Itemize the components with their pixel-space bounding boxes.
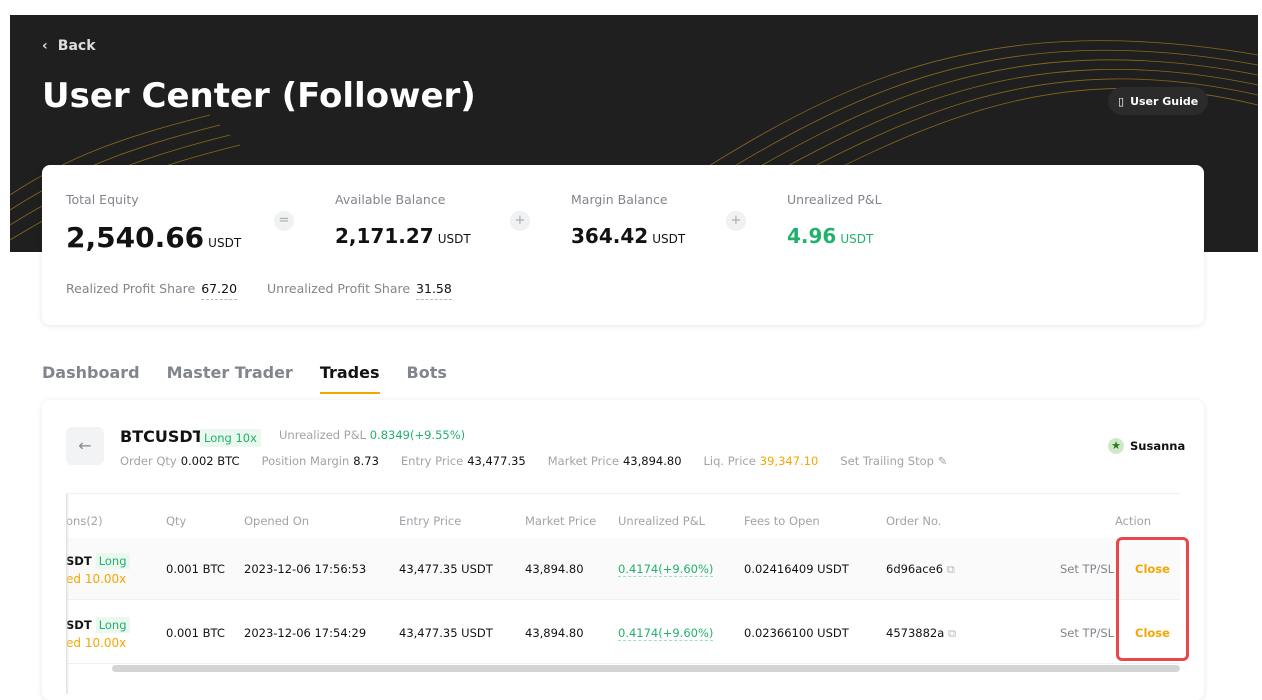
plus-sign: +	[510, 211, 530, 231]
tab-bar: Dashboard Master Trader Trades Bots	[42, 363, 447, 394]
user-guide-button[interactable]: ▯ User Guide	[1108, 87, 1209, 115]
position-panel: ← BTCUSDT Long 10x Unrealized P&L 0.8349…	[42, 400, 1204, 700]
table-row: SDT Long ed 10.00x 0.001 BTC 2023-12-06 17…	[66, 602, 1180, 664]
margin-balance: Margin Balance 364.42 USDT	[571, 192, 686, 248]
back-arrow-button[interactable]: ←	[66, 427, 104, 465]
set-trailing-stop-button[interactable]: Set Trailing Stop ✎	[840, 454, 948, 468]
unrealized-pnl: Unrealized P&L 4.96 USDT	[787, 192, 882, 248]
trader[interactable]: ★ Susanna	[1108, 438, 1185, 454]
set-tpsl-button[interactable]: Set TP/SL	[1060, 626, 1115, 640]
position-meta: Order Qty 0.002 BTC Position Margin 8.73 E…	[120, 454, 948, 468]
summary-card: Total Equity 2,540.66 USDT = Available Bal…	[42, 165, 1204, 325]
scroll-shadow	[66, 494, 69, 694]
tab-master-trader[interactable]: Master Trader	[166, 363, 293, 382]
equals-sign: =	[274, 211, 294, 231]
position-upl: Unrealized P&L 0.8349(+9.55%)	[279, 428, 466, 442]
book-icon: ▯	[1118, 94, 1125, 108]
close-button[interactable]: Close	[1135, 562, 1170, 576]
unrealized-profit-share: Unrealized Profit Share 31.58	[267, 281, 452, 300]
tab-bots[interactable]: Bots	[406, 363, 447, 382]
symbol: BTCUSDT	[120, 427, 204, 446]
plus-sign: +	[726, 211, 746, 231]
set-tpsl-button[interactable]: Set TP/SL	[1060, 562, 1115, 576]
back-button[interactable]: ‹ Back	[42, 38, 96, 54]
total-equity: Total Equity 2,540.66 USDT	[66, 192, 242, 254]
tab-dashboard[interactable]: Dashboard	[42, 363, 140, 382]
copy-icon[interactable]: ⧉	[946, 562, 955, 576]
page-title: User Center (Follower)	[42, 76, 476, 116]
horizontal-scrollbar[interactable]	[112, 665, 1180, 672]
avatar: ★	[1108, 438, 1124, 454]
available-balance: Available Balance 2,171.27 USDT	[335, 192, 471, 248]
tab-trades[interactable]: Trades	[319, 363, 380, 394]
highlight-box	[1116, 537, 1189, 661]
copy-icon[interactable]: ⧉	[947, 626, 957, 640]
chevron-left-icon: ‹	[42, 38, 48, 54]
divider	[66, 493, 1180, 494]
positions-table: ons(2) Qty Opened On Entry Price Market …	[66, 494, 1180, 694]
edit-icon: ✎	[937, 454, 948, 468]
table-row: SDT Long ed 10.00x 0.001 BTC 2023-12-06 17…	[66, 538, 1180, 600]
realized-profit-share: Realized Profit Share 67.20	[66, 281, 238, 300]
close-button[interactable]: Close	[1135, 626, 1170, 640]
side-tag: Long 10x	[200, 429, 261, 447]
